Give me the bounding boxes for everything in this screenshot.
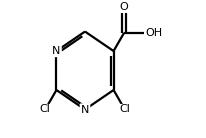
Text: Cl: Cl: [40, 104, 51, 115]
Text: O: O: [120, 2, 129, 12]
Text: N: N: [52, 46, 61, 56]
Text: N: N: [81, 104, 89, 115]
Text: OH: OH: [145, 28, 162, 38]
Text: Cl: Cl: [119, 104, 130, 115]
